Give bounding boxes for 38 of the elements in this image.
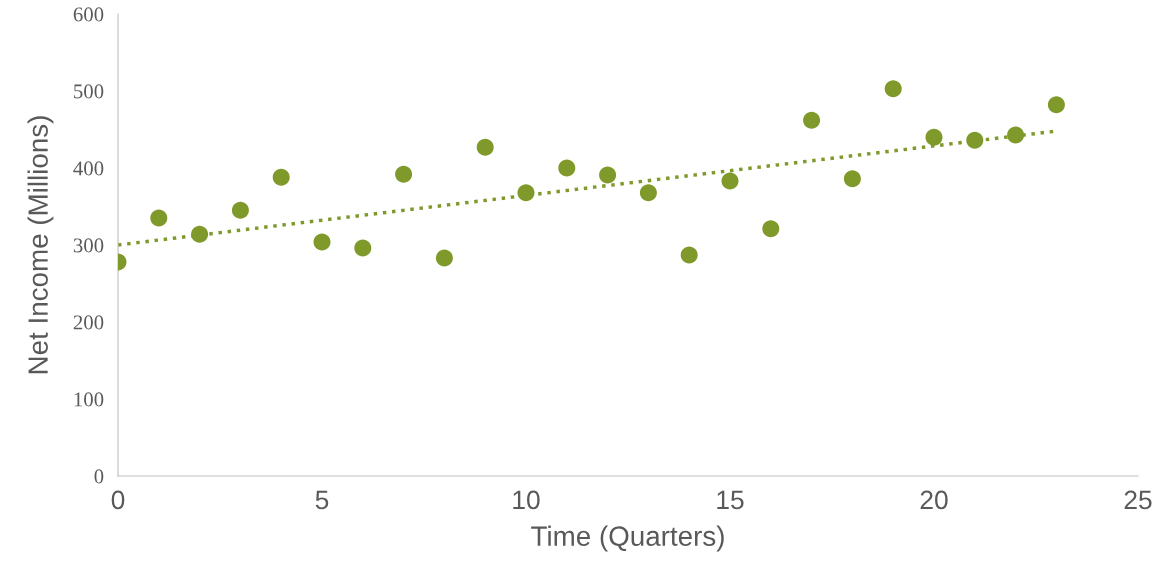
x-tick-label: 20 xyxy=(920,490,948,510)
point xyxy=(313,233,331,251)
point xyxy=(721,172,739,190)
point xyxy=(150,209,168,227)
x-tick-label: 0 xyxy=(111,490,125,510)
point xyxy=(966,131,984,149)
x-axis-title: Time (Quarters) xyxy=(531,525,724,552)
point xyxy=(884,80,902,98)
y-tick-label: 0 xyxy=(94,469,104,484)
x-tick-label: 10 xyxy=(513,490,540,510)
y-tick-label: 500 xyxy=(74,84,104,99)
point xyxy=(395,165,413,183)
x-tick-label: 5 xyxy=(315,490,329,510)
y-tick-label: 600 xyxy=(73,7,104,22)
point xyxy=(435,249,453,267)
point xyxy=(599,166,617,184)
x-tick-label: 15 xyxy=(717,490,744,510)
point xyxy=(803,111,821,129)
point xyxy=(517,184,535,202)
point xyxy=(1007,126,1025,144)
point xyxy=(354,239,372,257)
point xyxy=(843,170,861,188)
point xyxy=(231,201,249,219)
point xyxy=(191,225,209,243)
point xyxy=(639,184,657,202)
y-tick-label: 300 xyxy=(73,238,104,253)
point xyxy=(680,246,698,264)
point xyxy=(558,159,576,177)
y-axis-title: Net Income (Millions) xyxy=(27,116,54,374)
y-tick-label: 400 xyxy=(73,161,104,176)
point xyxy=(762,220,780,238)
y-tick-label: 100 xyxy=(74,392,104,407)
point xyxy=(476,138,494,156)
x-tick-label: 25 xyxy=(1124,490,1152,510)
point xyxy=(925,128,943,146)
point xyxy=(272,168,290,186)
y-tick-label: 200 xyxy=(73,315,104,330)
point xyxy=(1047,96,1065,114)
